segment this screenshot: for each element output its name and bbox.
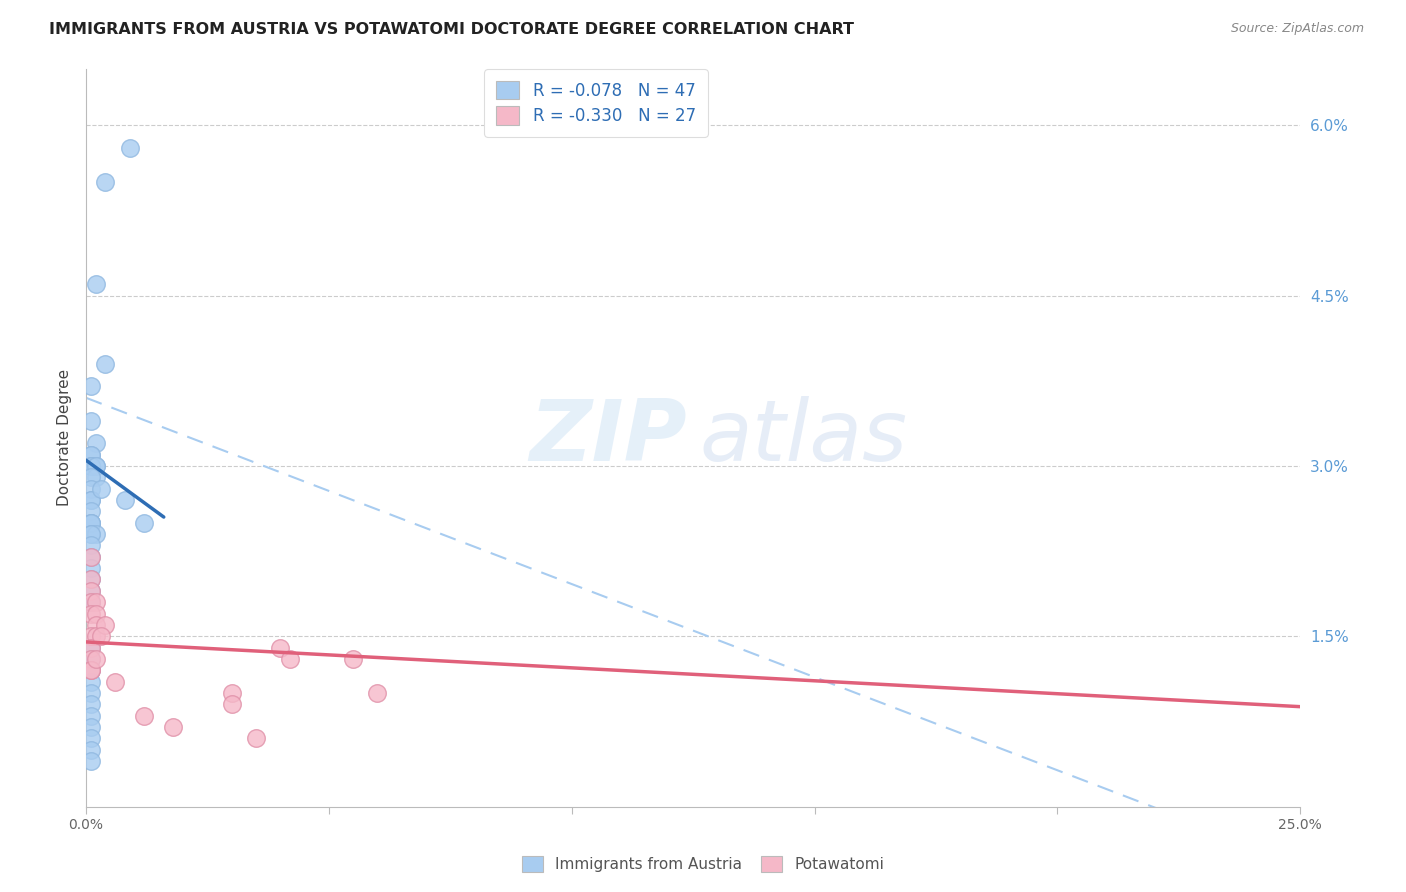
Point bbox=[80, 549, 103, 564]
Point bbox=[80, 607, 103, 621]
Point bbox=[118, 141, 141, 155]
Point bbox=[114, 493, 136, 508]
Point bbox=[80, 663, 103, 677]
Point bbox=[80, 516, 103, 530]
Point bbox=[80, 549, 103, 564]
Text: ZIP: ZIP bbox=[530, 396, 688, 479]
Point bbox=[94, 357, 117, 371]
Point bbox=[80, 448, 103, 462]
Point bbox=[162, 720, 184, 734]
Point bbox=[80, 504, 103, 518]
Point bbox=[80, 527, 103, 541]
Point bbox=[80, 413, 103, 427]
Point bbox=[84, 607, 107, 621]
Point bbox=[80, 573, 103, 587]
Point bbox=[80, 743, 103, 757]
Point bbox=[80, 595, 103, 609]
Point bbox=[80, 583, 103, 598]
Point bbox=[80, 573, 103, 587]
Point bbox=[90, 482, 112, 496]
Text: atlas: atlas bbox=[699, 396, 907, 479]
Text: Source: ZipAtlas.com: Source: ZipAtlas.com bbox=[1230, 22, 1364, 36]
Point bbox=[80, 652, 103, 666]
Point bbox=[134, 708, 156, 723]
Point bbox=[80, 663, 103, 677]
Legend: Immigrants from Austria, Potawatomi: Immigrants from Austria, Potawatomi bbox=[515, 848, 891, 880]
Point bbox=[80, 379, 103, 393]
Point bbox=[80, 754, 103, 768]
Point bbox=[80, 595, 103, 609]
Legend: R = -0.078   N = 47, R = -0.330   N = 27: R = -0.078 N = 47, R = -0.330 N = 27 bbox=[485, 70, 707, 136]
Point bbox=[80, 663, 103, 677]
Point bbox=[94, 618, 117, 632]
Point bbox=[80, 448, 103, 462]
Point bbox=[84, 458, 107, 473]
Point bbox=[80, 640, 103, 655]
Point bbox=[80, 629, 103, 643]
Point bbox=[80, 595, 103, 609]
Point bbox=[80, 482, 103, 496]
Point bbox=[134, 516, 156, 530]
Point bbox=[245, 731, 267, 746]
Point bbox=[278, 652, 301, 666]
Point bbox=[80, 493, 103, 508]
Point bbox=[84, 629, 107, 643]
Point bbox=[80, 458, 103, 473]
Point bbox=[84, 436, 107, 450]
Point bbox=[80, 493, 103, 508]
Point bbox=[80, 470, 103, 484]
Point bbox=[80, 516, 103, 530]
Point bbox=[80, 720, 103, 734]
Point bbox=[80, 686, 103, 700]
Point bbox=[94, 175, 117, 189]
Point bbox=[221, 698, 243, 712]
Point bbox=[80, 458, 103, 473]
Point bbox=[80, 674, 103, 689]
Point bbox=[84, 652, 107, 666]
Point bbox=[80, 516, 103, 530]
Point bbox=[80, 561, 103, 575]
Text: IMMIGRANTS FROM AUSTRIA VS POTAWATOMI DOCTORATE DEGREE CORRELATION CHART: IMMIGRANTS FROM AUSTRIA VS POTAWATOMI DO… bbox=[49, 22, 855, 37]
Point bbox=[84, 470, 107, 484]
Point bbox=[269, 640, 291, 655]
Point bbox=[80, 652, 103, 666]
Y-axis label: Doctorate Degree: Doctorate Degree bbox=[58, 369, 72, 506]
Point bbox=[84, 277, 107, 292]
Point bbox=[366, 686, 388, 700]
Point bbox=[84, 595, 107, 609]
Point bbox=[221, 686, 243, 700]
Point bbox=[80, 538, 103, 552]
Point bbox=[84, 458, 107, 473]
Point bbox=[84, 527, 107, 541]
Point bbox=[342, 652, 364, 666]
Point bbox=[80, 527, 103, 541]
Point bbox=[80, 708, 103, 723]
Point bbox=[90, 629, 112, 643]
Point bbox=[80, 698, 103, 712]
Point bbox=[80, 640, 103, 655]
Point bbox=[80, 458, 103, 473]
Point bbox=[80, 731, 103, 746]
Point bbox=[84, 618, 107, 632]
Point bbox=[104, 674, 127, 689]
Point bbox=[80, 583, 103, 598]
